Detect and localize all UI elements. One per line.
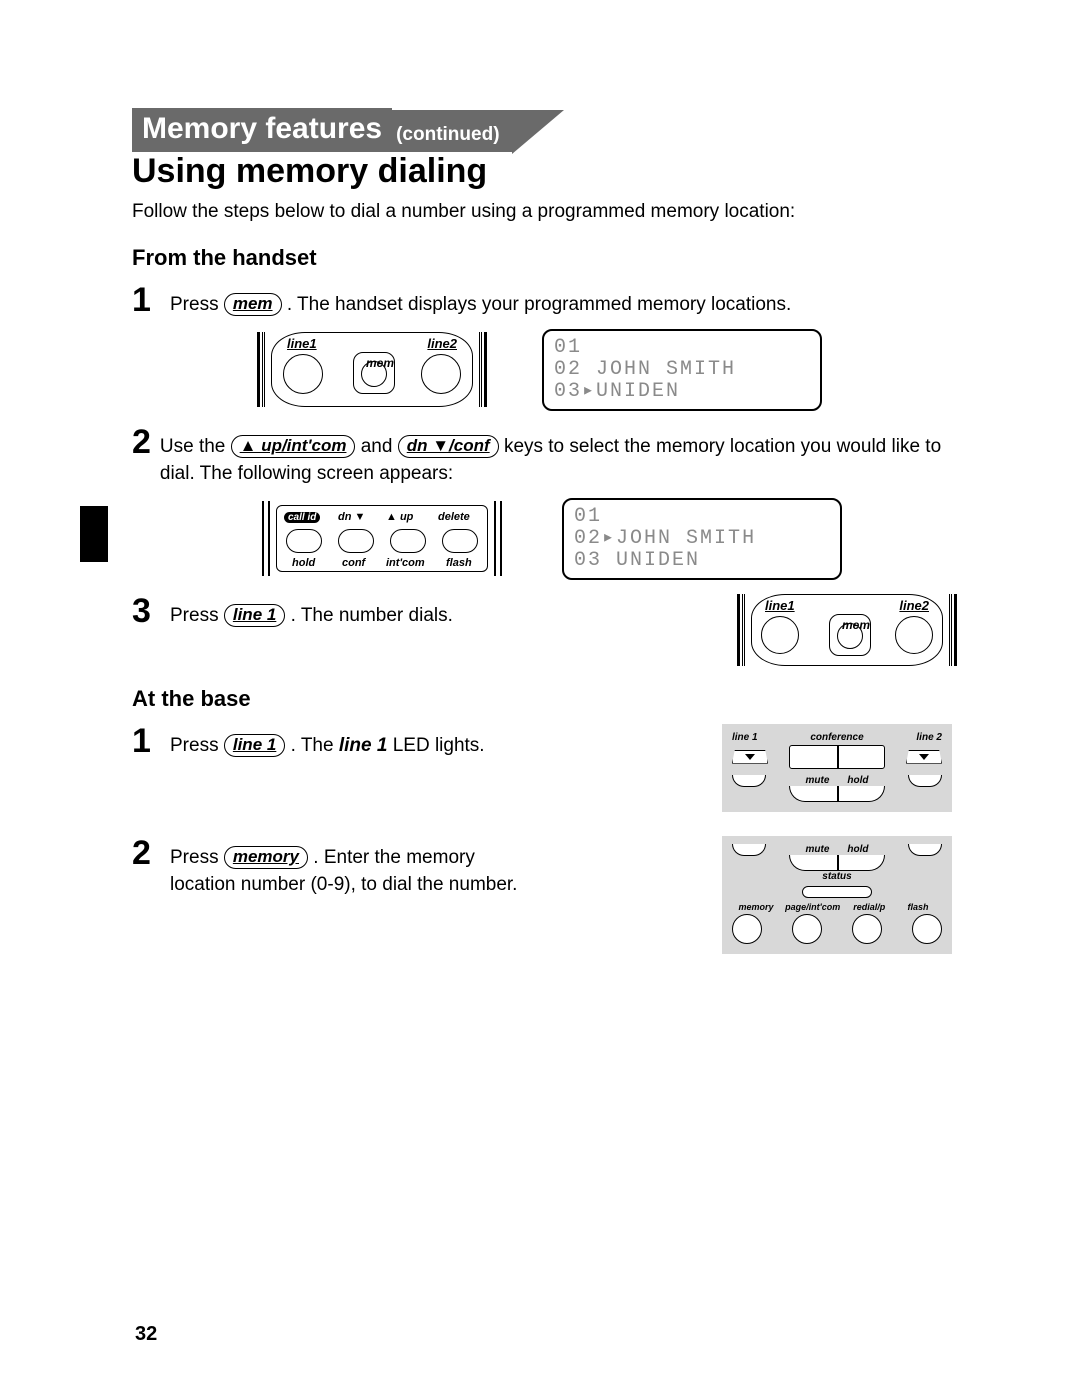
label-line1: line1 (765, 598, 795, 613)
label-delete: delete (438, 511, 470, 523)
redial-button-icon (852, 914, 882, 944)
handset-step-1: 1 Press mem . The handset displays your … (132, 283, 952, 319)
line2-button-icon (421, 354, 461, 394)
mem-button-icon: mem (353, 352, 395, 394)
mute-hold-button-icon (789, 786, 885, 802)
header-continued: (continued) (392, 110, 511, 152)
base-diagram-2: mute hold status memory page/int'com red… (722, 836, 952, 954)
dn-button-icon (338, 529, 374, 553)
label-intcom: int'com (386, 557, 425, 569)
base-diagram-1: line 1 conference line 2 mute hold (722, 724, 952, 812)
page-side-tab (80, 506, 108, 562)
line1-button-graphic: line 1 (224, 734, 285, 757)
text: Press (170, 605, 224, 626)
label-redial: redial/p (845, 902, 893, 912)
line1-button-graphic: line 1 (224, 604, 285, 627)
handset-step-2: 2 Use the ▲ up/int'com and dn ▼/conf key… (132, 425, 952, 488)
subhead-base: At the base (132, 686, 952, 712)
label-mute: mute (805, 844, 829, 855)
label-hold: hold (847, 844, 868, 855)
text: Press (170, 294, 224, 315)
text: and (361, 436, 398, 457)
text: LED lights. (393, 735, 485, 756)
base-step-2: 2 Press memory . Enter the memory locati… (132, 836, 952, 954)
section-header: Memory features (continued) (132, 108, 952, 152)
text: . The handset displays your programmed m… (287, 294, 791, 315)
label-conf: conf (342, 557, 365, 569)
line1-led-icon (732, 750, 768, 764)
cap-right-icon (908, 775, 942, 787)
memory-button-icon (732, 914, 762, 944)
cap-left-icon (732, 844, 766, 856)
step-text: Press memory . Enter the memory location… (170, 836, 530, 899)
page-title: Using memory dialing (132, 152, 952, 191)
text-bold: line 1 (339, 735, 388, 756)
label-flash: flash (446, 557, 472, 569)
cap-left-icon (732, 775, 766, 787)
dn-conf-button-graphic: dn ▼/conf (398, 435, 499, 458)
step-number: 1 (132, 724, 170, 758)
step-text: Press line 1 . The line 1 LED lights. (170, 724, 485, 760)
mem-button-icon: mem (829, 614, 871, 656)
label-flash: flash (894, 902, 942, 912)
label-line2: line2 (427, 336, 457, 351)
page-content: Memory features (continued) Using memory… (132, 108, 952, 954)
lcd-display-2: 01 02▸JOHN SMITH 03 UNIDEN (562, 498, 842, 580)
label-up: ▲ up (386, 511, 413, 523)
label-callid: call id (284, 511, 320, 523)
page-number: 32 (135, 1323, 157, 1346)
step-number: 3 (132, 594, 170, 628)
text: Press (170, 735, 224, 756)
step-text: Press mem . The handset displays your pr… (170, 283, 791, 319)
step1-figures: line1 line2 mem 01 02 JOHN SMITH 03▸UNID… (262, 329, 952, 411)
base-step-1: 1 Press line 1 . The line 1 LED lights. … (132, 724, 952, 812)
memory-button-graphic: memory (224, 846, 308, 869)
cap-right-icon (908, 844, 942, 856)
line1-button-icon (761, 616, 799, 654)
flash-button-icon (912, 914, 942, 944)
label-status: status (732, 871, 942, 882)
text: Use the (160, 436, 231, 457)
step-text: Press line 1 . The number dials. (170, 594, 453, 630)
handset-diagram-1: line1 line2 mem (262, 332, 482, 407)
step-number: 2 (132, 836, 170, 870)
label-dn: dn ▼ (338, 511, 365, 523)
step2-figures: call id dn ▼ ▲ up delete hold conf int'c… (262, 498, 952, 580)
step-number: 1 (132, 283, 170, 317)
line1-button-icon (283, 354, 323, 394)
mem-button-graphic: mem (224, 293, 282, 316)
text: . The number dials. (291, 605, 453, 626)
subhead-handset: From the handset (132, 245, 952, 271)
line2-led-icon (906, 750, 942, 764)
step-number: 2 (132, 425, 160, 459)
label-memory: memory (732, 902, 780, 912)
label-mute: mute (805, 775, 829, 786)
header-title: Memory features (132, 108, 392, 152)
label-hold: hold (292, 557, 315, 569)
label-line2: line2 (899, 598, 929, 613)
status-led-icon (802, 886, 872, 898)
up-button-icon (390, 529, 426, 553)
label-line2: line 2 (916, 732, 942, 743)
handset-diagram-2: call id dn ▼ ▲ up delete hold conf int'c… (262, 501, 502, 576)
text: . The (291, 735, 339, 756)
handset-step-3: 3 Press line 1 . The number dials. line1… (132, 594, 952, 666)
label-line1: line1 (287, 336, 317, 351)
conference-button-icon (789, 745, 885, 769)
mute-hold-button-icon (789, 855, 885, 871)
label-hold: hold (847, 775, 868, 786)
up-intcom-button-graphic: ▲ up/int'com (231, 435, 356, 458)
step-text: Use the ▲ up/int'com and dn ▼/conf keys … (160, 425, 952, 488)
handset-diagram-3: line1 line2 mem (742, 594, 952, 666)
label-line1: line 1 (732, 732, 758, 743)
page-button-icon (792, 914, 822, 944)
delete-button-icon (442, 529, 478, 553)
label-page: page/int'com (781, 902, 845, 912)
callid-button-icon (286, 529, 322, 553)
text: Press (170, 847, 224, 868)
line2-button-icon (895, 616, 933, 654)
intro-text: Follow the steps below to dial a number … (132, 201, 952, 223)
label-conference: conference (810, 732, 863, 743)
lcd-display-1: 01 02 JOHN SMITH 03▸UNIDEN (542, 329, 822, 411)
